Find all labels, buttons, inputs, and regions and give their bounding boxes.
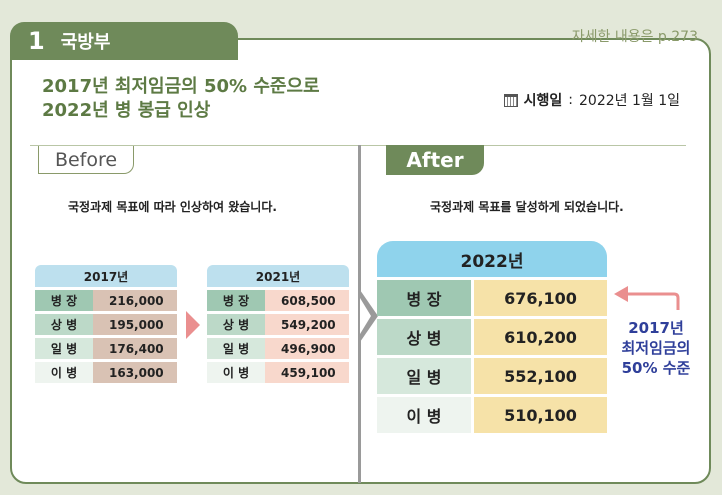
after-caption: 국정과제 목표를 달성하게 되었습니다. bbox=[430, 200, 624, 214]
section-name: 국방부 bbox=[60, 32, 111, 53]
value-cell: 216,000 bbox=[93, 290, 177, 311]
table-row: 병 장 216,000 bbox=[35, 290, 177, 311]
rank-cell: 병 장 bbox=[377, 280, 471, 316]
divider-vertical bbox=[358, 145, 361, 483]
note-line-3: 50% 수준 bbox=[621, 359, 691, 377]
table-row: 이 병 163,000 bbox=[35, 362, 177, 383]
rank-cell: 일 병 bbox=[35, 338, 93, 359]
section-header: 1 국방부 bbox=[10, 22, 238, 60]
value-cell: 459,100 bbox=[265, 362, 349, 383]
table-row: 병 장 608,500 bbox=[207, 290, 349, 311]
rank-cell: 일 병 bbox=[207, 338, 265, 359]
table-row: 이 병 459,100 bbox=[207, 362, 349, 383]
effective-date: 시행일 : 2022년 1월 1일 bbox=[503, 90, 680, 110]
rank-cell: 이 병 bbox=[35, 362, 93, 383]
value-cell: 176,400 bbox=[93, 338, 177, 359]
table-row: 이 병 510,100 bbox=[377, 397, 607, 433]
note-line-1: 2017년 bbox=[628, 319, 684, 337]
table-year-header: 2022년 bbox=[377, 241, 607, 277]
effective-date-value: 2022년 1월 1일 bbox=[579, 93, 680, 109]
title-line-1: 2017년 최저임금의 50% 수준으로 bbox=[42, 76, 320, 97]
value-cell: 163,000 bbox=[93, 362, 177, 383]
value-cell: 549,200 bbox=[265, 314, 349, 335]
rank-cell: 이 병 bbox=[207, 362, 265, 383]
table-row: 병 장 676,100 bbox=[377, 280, 607, 316]
table-row: 상 병 549,200 bbox=[207, 314, 349, 335]
after-tab: After bbox=[386, 145, 484, 175]
value-cell: 496,900 bbox=[265, 338, 349, 359]
section-number: 1 bbox=[28, 27, 45, 55]
pay-table-2017: 2017년 병 장 216,000 상 병 195,000 일 병 176,400 이… bbox=[35, 262, 177, 386]
rank-cell: 병 장 bbox=[207, 290, 265, 311]
table-year-header: 2021년 bbox=[207, 265, 349, 287]
rank-cell: 상 병 bbox=[377, 319, 471, 355]
page-reference: 자세한 내용은 p.273 bbox=[571, 29, 698, 45]
before-tab: Before bbox=[38, 146, 134, 174]
pay-table-2022: 2022년 병 장 676,100 상 병 610,200 일 병 552,10… bbox=[377, 241, 607, 433]
rank-cell: 상 병 bbox=[207, 314, 265, 335]
value-cell: 510,100 bbox=[474, 397, 607, 433]
rank-cell: 병 장 bbox=[35, 290, 93, 311]
pay-table-2021: 2021년 병 장 608,500 상 병 549,200 일 병 496,900 이… bbox=[207, 262, 349, 386]
effective-date-separator: : bbox=[568, 92, 574, 108]
effective-date-label: 시행일 bbox=[523, 93, 563, 109]
table-row: 일 병 552,100 bbox=[377, 358, 607, 394]
value-cell: 608,500 bbox=[265, 290, 349, 311]
arrow-right-icon bbox=[186, 311, 200, 339]
rank-cell: 상 병 bbox=[35, 314, 93, 335]
rank-cell: 이 병 bbox=[377, 397, 471, 433]
rank-cell: 일 병 bbox=[377, 358, 471, 394]
value-cell: 195,000 bbox=[93, 314, 177, 335]
table-row: 상 병 610,200 bbox=[377, 319, 607, 355]
arrow-left-icon bbox=[614, 286, 680, 310]
calendar-icon bbox=[503, 93, 518, 107]
value-cell: 552,100 bbox=[474, 358, 607, 394]
before-caption: 국정과제 목표에 따라 인상하여 왔습니다. bbox=[68, 200, 277, 214]
table-row: 일 병 496,900 bbox=[207, 338, 349, 359]
title-line-2: 2022년 병 봉급 인상 bbox=[42, 100, 211, 121]
minimum-wage-note: 2017년 최저임금의 50% 수준 bbox=[606, 318, 706, 378]
value-cell: 676,100 bbox=[474, 280, 607, 316]
table-row: 일 병 176,400 bbox=[35, 338, 177, 359]
page-title: 2017년 최저임금의 50% 수준으로 2022년 병 봉급 인상 bbox=[42, 75, 320, 123]
note-line-2: 최저임금의 bbox=[621, 339, 691, 357]
table-row: 상 병 195,000 bbox=[35, 314, 177, 335]
value-cell: 610,200 bbox=[474, 319, 607, 355]
table-year-header: 2017년 bbox=[35, 265, 177, 287]
